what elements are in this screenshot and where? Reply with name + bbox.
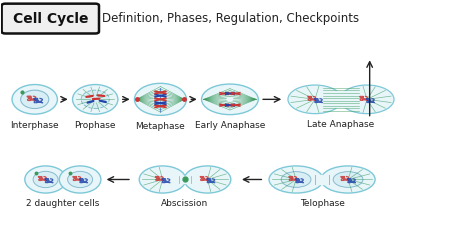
Ellipse shape [281,172,311,187]
Ellipse shape [21,90,49,109]
Ellipse shape [139,166,186,193]
Text: Interphase: Interphase [10,121,59,129]
Text: Late Anaphase: Late Anaphase [307,120,374,129]
Ellipse shape [340,85,394,114]
Text: 2 daughter cells: 2 daughter cells [26,199,99,209]
Ellipse shape [81,90,109,109]
Ellipse shape [59,166,101,193]
Ellipse shape [333,172,363,187]
Ellipse shape [201,84,258,115]
Ellipse shape [33,171,58,188]
Ellipse shape [12,85,57,114]
Ellipse shape [269,166,323,193]
FancyBboxPatch shape [1,4,99,33]
Ellipse shape [227,97,234,102]
Ellipse shape [25,166,66,193]
Text: Prophase: Prophase [74,121,116,129]
Ellipse shape [135,83,186,115]
Ellipse shape [321,166,375,193]
Polygon shape [179,176,191,183]
Ellipse shape [68,171,92,188]
Text: Cell Cycle: Cell Cycle [13,12,88,26]
Polygon shape [333,92,349,107]
Polygon shape [315,175,329,184]
Ellipse shape [73,85,118,114]
Ellipse shape [288,85,342,114]
Text: Telophase: Telophase [300,199,345,209]
Text: Metaphase: Metaphase [136,122,185,131]
Ellipse shape [184,166,231,193]
Text: Early Anaphase: Early Anaphase [195,121,265,130]
Text: Definition, Phases, Regulation, Checkpoints: Definition, Phases, Regulation, Checkpoi… [102,12,359,25]
Text: Abscission: Abscission [161,199,209,209]
